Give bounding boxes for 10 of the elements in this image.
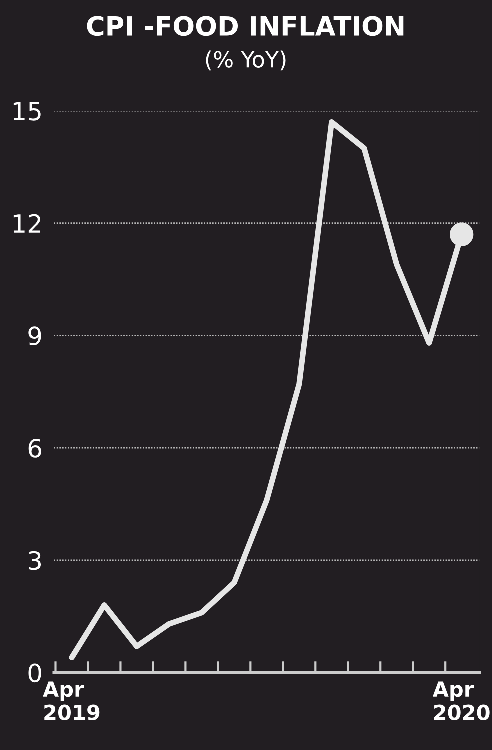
y-tick-label: 12 — [14, 214, 41, 233]
chart-title: CPI -FOOD INFLATION — [87, 16, 404, 36]
y-tick-label: 9 — [28, 326, 42, 346]
x-tick-label: Apr 2020 — [432, 682, 490, 721]
y-tick-label: 0 — [28, 664, 42, 683]
x-tick-label: Apr 2019 — [43, 682, 100, 721]
y-tick-label: 6 — [28, 438, 42, 458]
y-tick-label: 3 — [29, 551, 42, 570]
chart-subtitle: (% YoY) — [206, 50, 286, 71]
y-tick-label: 15 — [14, 102, 41, 121]
